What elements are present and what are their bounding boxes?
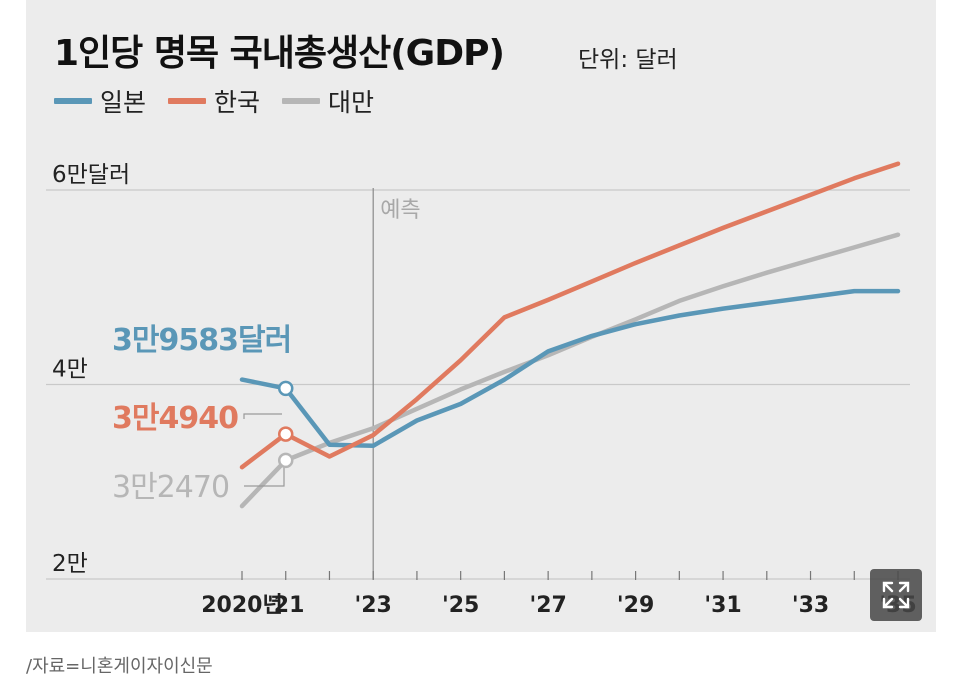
callout-leader-taiwan [244,465,285,487]
callout-label-taiwan: 3만2470 [112,470,229,505]
y-tick-label: 4만 [52,357,88,383]
legend-item-korea: 한국 [168,83,260,119]
legend-label-taiwan: 대만 [328,88,375,117]
callout-marker-taiwan [277,452,294,469]
legend-swatch-taiwan [282,98,321,104]
callout-marker-japan [277,380,294,397]
forecast-label: 예측 [380,198,420,223]
x-tick-label: '31 [704,593,741,618]
source-note: /자료=니혼게이자이신문 [26,656,213,677]
unit-label: 단위: 달러 [578,47,678,73]
expand-icon [882,581,910,609]
x-tick-label: '29 [617,593,654,618]
series-line-taiwan [239,232,901,509]
legend-item-taiwan: 대만 [282,83,374,119]
callout-label-japan: 3만9583달러 [112,323,291,358]
x-tick-label: '21 [267,593,304,618]
legend: 일본 한국 대만 [54,84,374,118]
series-line-korea [239,161,901,470]
callout-marker-korea [277,426,294,442]
chart-panel [26,0,936,632]
legend-swatch-japan [54,98,92,104]
legend-label-korea: 한국 [214,88,261,117]
x-tick-label: '27 [529,593,566,618]
x-tick-label: '25 [442,593,479,618]
legend-label-japan: 일본 [100,88,147,117]
expand-button[interactable] [870,569,922,621]
callout-leader-korea [243,413,282,419]
x-tick-label: '23 [355,593,392,618]
x-tick-label: '33 [792,593,829,618]
legend-item-japan: 일본 [54,83,146,119]
chart-title: 1인당 명목 국내총생산(GDP) [54,33,505,74]
y-tick-label: 6만달러 [52,162,130,188]
callout-label-korea: 3만4940 [112,401,238,436]
y-tick-label: 2만 [52,551,88,577]
series-line-japan [239,288,901,449]
x-tick-label: 2020년 [201,593,282,618]
legend-swatch-korea [168,98,207,104]
